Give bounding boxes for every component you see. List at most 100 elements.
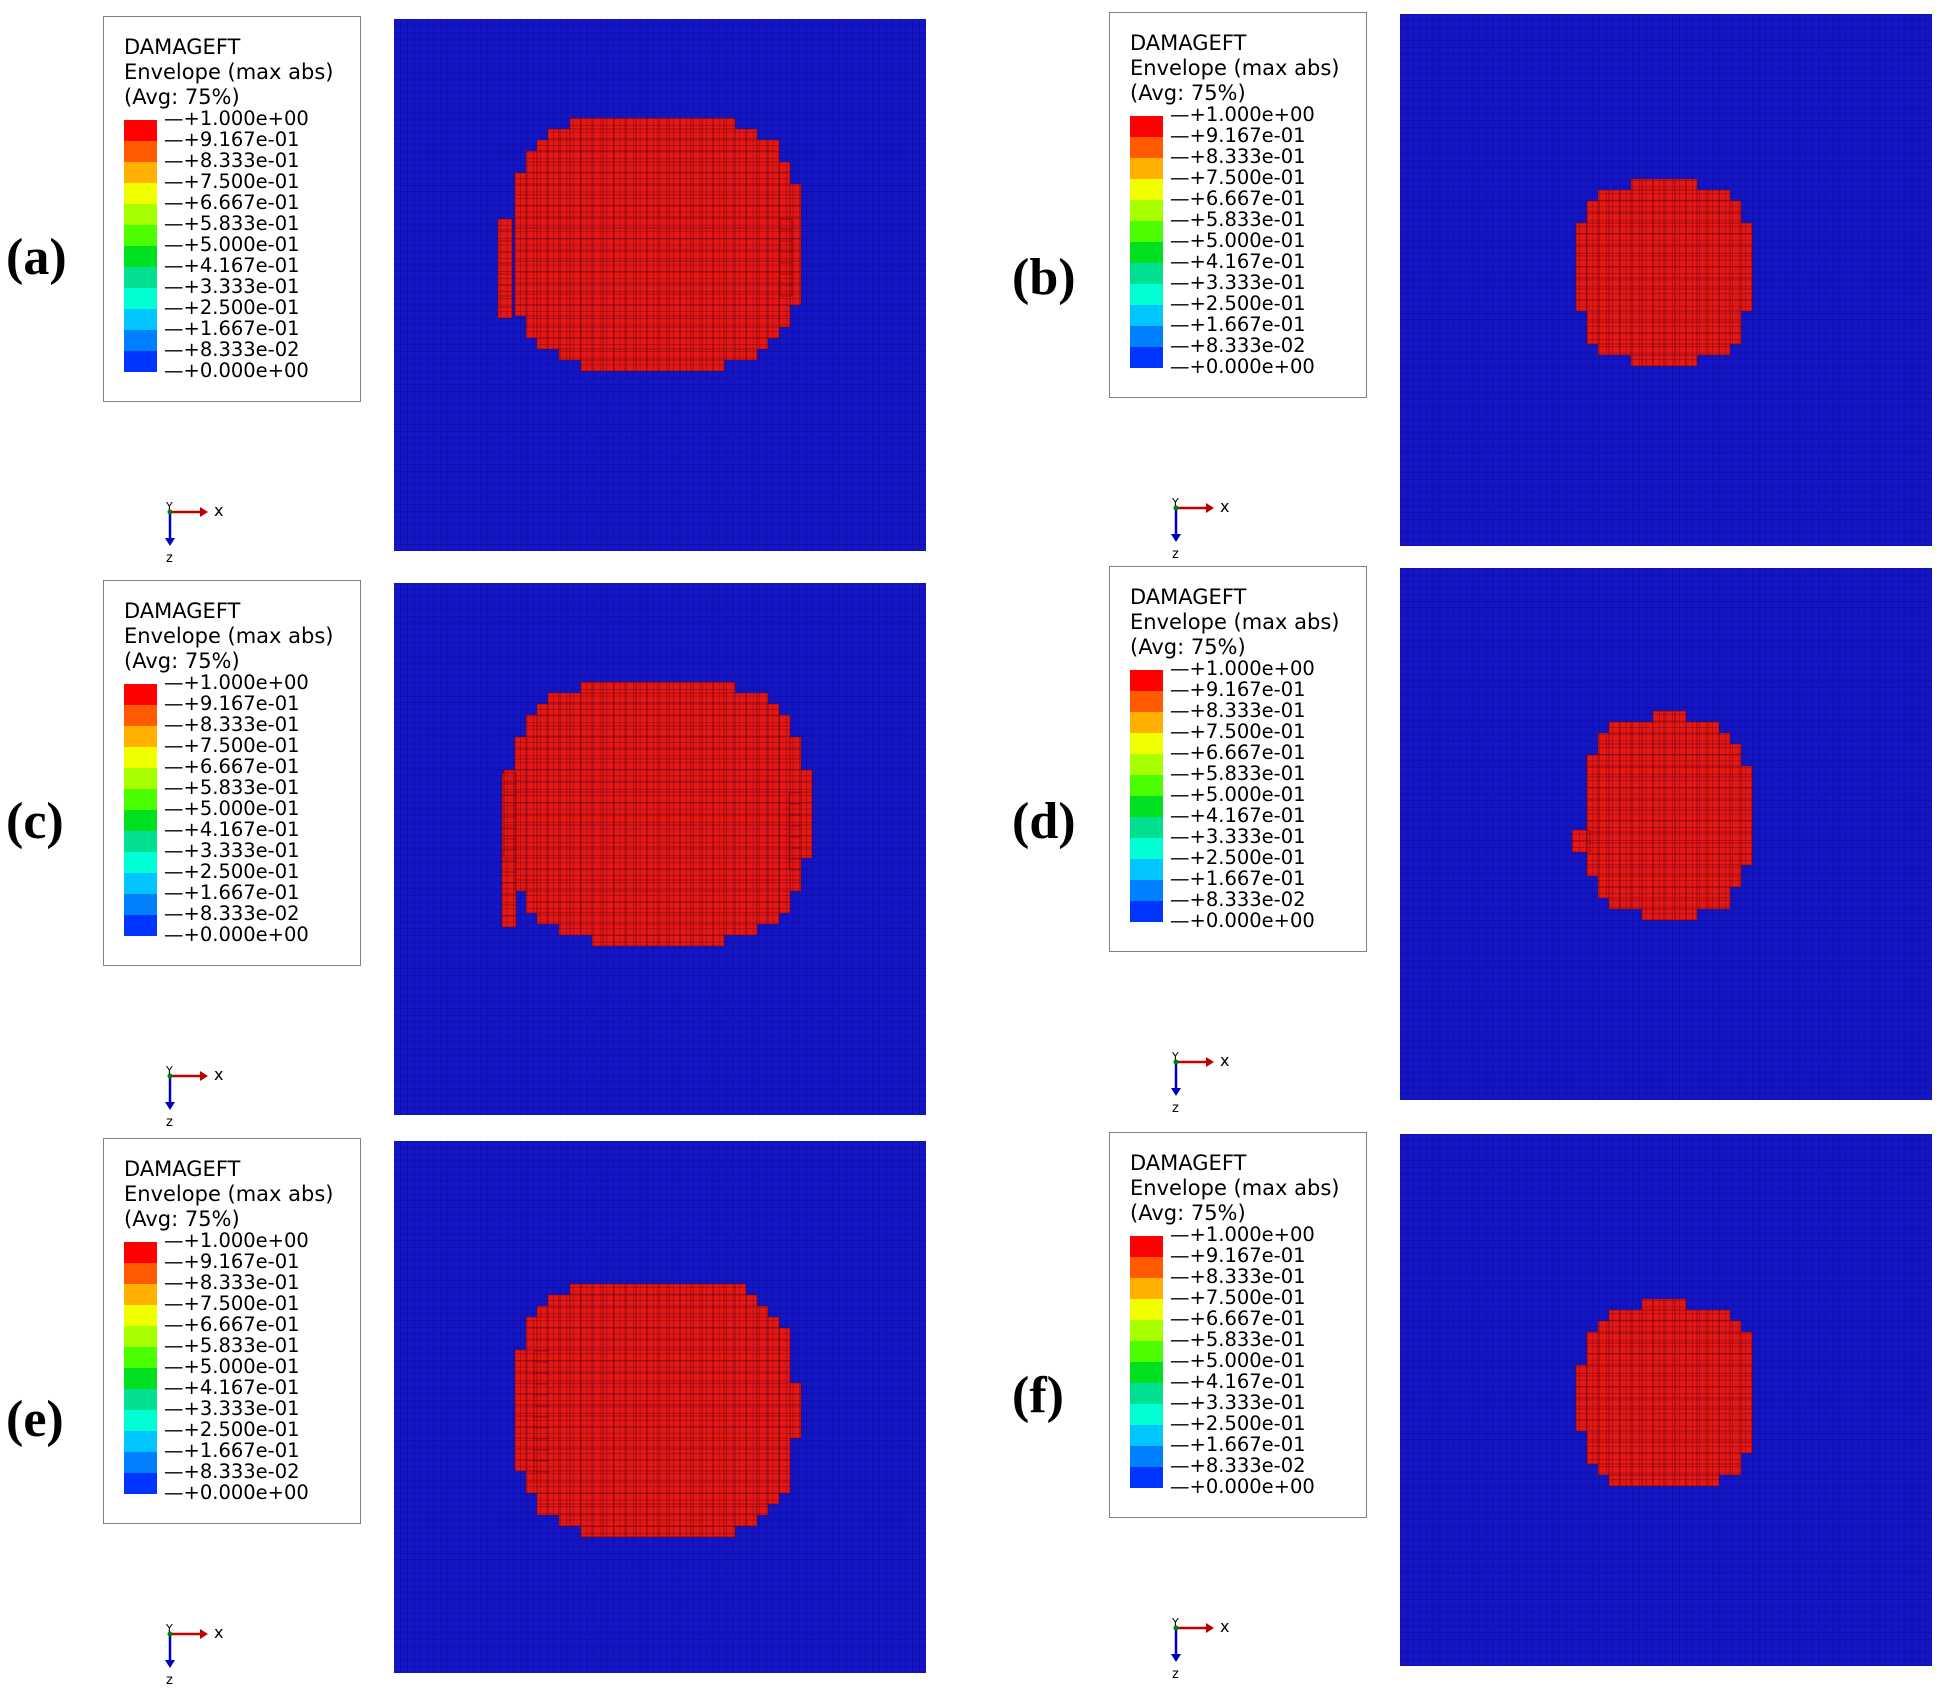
legend-value: —+5.000e-01 bbox=[164, 1355, 300, 1378]
legend-swatch bbox=[1130, 817, 1163, 838]
legend-value: —+9.167e-01 bbox=[164, 128, 300, 151]
legend-value: —+0.000e+00 bbox=[1170, 355, 1315, 378]
legend-color-bar bbox=[1130, 670, 1163, 922]
legend-swatch bbox=[1130, 200, 1163, 221]
legend-value: —+7.500e-01 bbox=[164, 734, 300, 757]
legend-value: —+9.167e-01 bbox=[1170, 678, 1306, 701]
legend-value: —+4.167e-01 bbox=[164, 1376, 300, 1399]
damage-region bbox=[1571, 710, 1753, 921]
legend-swatch bbox=[124, 246, 157, 267]
legend-value: —+7.500e-01 bbox=[164, 1292, 300, 1315]
legend-swatch bbox=[1130, 775, 1163, 796]
legend-value: —+5.833e-01 bbox=[164, 1334, 300, 1357]
mesh-grid bbox=[1400, 14, 1932, 546]
legend-swatch bbox=[124, 288, 157, 309]
legend-value: —+8.333e-02 bbox=[1170, 888, 1306, 911]
legend-value: —+1.000e+00 bbox=[164, 671, 309, 694]
legend-value: —+7.500e-01 bbox=[1170, 166, 1306, 189]
legend-value: —+6.667e-01 bbox=[164, 755, 300, 778]
legend-value: —+0.000e+00 bbox=[164, 923, 309, 946]
legend-swatch bbox=[1130, 158, 1163, 179]
legend-swatch bbox=[124, 705, 157, 726]
legend-swatch bbox=[124, 684, 157, 705]
axis-label-z: z bbox=[166, 1673, 173, 1688]
damage-contour-plot bbox=[1400, 14, 1932, 546]
legend-color-bar bbox=[124, 684, 157, 936]
legend-value: —+6.667e-01 bbox=[1170, 1307, 1306, 1330]
damage-contour-plot bbox=[394, 1141, 926, 1673]
panel-label: (e) bbox=[6, 1391, 64, 1448]
legend-swatch bbox=[1130, 1425, 1163, 1446]
legend-values: —+1.000e+00 —+9.167e-01 —+8.333e-01 —+7.500… bbox=[164, 108, 309, 381]
legend-swatch bbox=[1130, 1236, 1163, 1257]
legend-value: —+3.333e-01 bbox=[1170, 1391, 1306, 1414]
axis-label-y: Y bbox=[165, 500, 173, 513]
legend-swatch bbox=[124, 852, 157, 873]
legend-value: —+2.500e-01 bbox=[1170, 292, 1306, 315]
legend-swatch bbox=[124, 789, 157, 810]
axis-label-x: x bbox=[1220, 497, 1229, 516]
legend-value: —+1.667e-01 bbox=[1170, 313, 1306, 336]
panel-b: (b) DAMAGEFT Envelope (max abs) (Avg: 75%)… bbox=[972, 0, 1943, 564]
legend-value: —+0.000e+00 bbox=[164, 359, 309, 382]
axis-label-y: Y bbox=[1171, 1616, 1179, 1629]
legend-value: —+0.000e+00 bbox=[1170, 909, 1315, 932]
legend-swatch bbox=[1130, 796, 1163, 817]
legend-subtitle: Envelope (max abs) bbox=[124, 60, 334, 84]
legend-value: —+8.333e-01 bbox=[164, 149, 300, 172]
legend-value: —+6.667e-01 bbox=[1170, 741, 1306, 764]
axis-label-x: x bbox=[214, 1065, 223, 1084]
legend: DAMAGEFT Envelope (max abs) (Avg: 75%) —+1.… bbox=[1109, 566, 1367, 952]
legend-value: —+1.667e-01 bbox=[164, 317, 300, 340]
panel-d: (d) DAMAGEFT Envelope (max abs) (Avg: 75%)… bbox=[972, 554, 1943, 1118]
legend-swatch bbox=[1130, 1404, 1163, 1425]
legend-value: —+5.833e-01 bbox=[1170, 208, 1306, 231]
legend-swatch bbox=[1130, 1446, 1163, 1467]
legend-value: —+2.500e-01 bbox=[1170, 1412, 1306, 1435]
axis-label-x: x bbox=[1220, 1051, 1229, 1070]
axis-label-x: x bbox=[1220, 1617, 1229, 1636]
legend-value: —+8.333e-01 bbox=[1170, 145, 1306, 168]
legend-value: —+7.500e-01 bbox=[1170, 1286, 1306, 1309]
legend: DAMAGEFT Envelope (max abs) (Avg: 75%) —+1.… bbox=[103, 580, 361, 966]
axis-label-x: x bbox=[214, 1623, 223, 1642]
legend-swatch bbox=[124, 915, 157, 936]
mesh-grid bbox=[394, 1141, 926, 1673]
legend-swatch bbox=[124, 1347, 157, 1368]
panel-e: (e) DAMAGEFT Envelope (max abs) (Avg: 75%)… bbox=[0, 1122, 971, 1688]
legend-swatch bbox=[1130, 137, 1163, 158]
legend-value: —+0.000e+00 bbox=[164, 1481, 309, 1504]
panel-label: (f) bbox=[1012, 1367, 1064, 1424]
legend-swatch bbox=[124, 141, 157, 162]
legend-value: —+6.667e-01 bbox=[164, 191, 300, 214]
legend-value: —+5.833e-01 bbox=[164, 212, 300, 235]
legend: DAMAGEFT Envelope (max abs) (Avg: 75%) —+1.… bbox=[103, 1138, 361, 1524]
legend-value: —+8.333e-02 bbox=[164, 902, 300, 925]
legend-avg: (Avg: 75%) bbox=[1130, 635, 1246, 659]
legend-swatch bbox=[124, 1368, 157, 1389]
axis-label-z: z bbox=[1172, 547, 1179, 562]
axis-label-y: Y bbox=[165, 1622, 173, 1635]
legend: DAMAGEFT Envelope (max abs) (Avg: 75%) —+1.… bbox=[103, 16, 361, 402]
legend-swatch bbox=[124, 873, 157, 894]
legend-value: —+4.167e-01 bbox=[1170, 804, 1306, 827]
legend-swatch bbox=[124, 726, 157, 747]
legend-value: —+5.000e-01 bbox=[164, 797, 300, 820]
legend-swatch bbox=[1130, 1257, 1163, 1278]
legend-swatch bbox=[124, 768, 157, 789]
legend-value: —+3.333e-01 bbox=[164, 839, 300, 862]
legend: DAMAGEFT Envelope (max abs) (Avg: 75%) —+1.… bbox=[1109, 1132, 1367, 1518]
legend-value: —+1.000e+00 bbox=[164, 107, 309, 130]
legend-values: —+1.000e+00 —+9.167e-01 —+8.333e-01 —+7.500… bbox=[1170, 104, 1315, 377]
legend-value: —+7.500e-01 bbox=[164, 170, 300, 193]
axis-label-y: Y bbox=[1171, 1050, 1179, 1063]
legend-swatch bbox=[1130, 733, 1163, 754]
damage-region bbox=[1575, 1298, 1753, 1487]
legend-avg: (Avg: 75%) bbox=[124, 649, 240, 673]
legend-swatch bbox=[1130, 838, 1163, 859]
